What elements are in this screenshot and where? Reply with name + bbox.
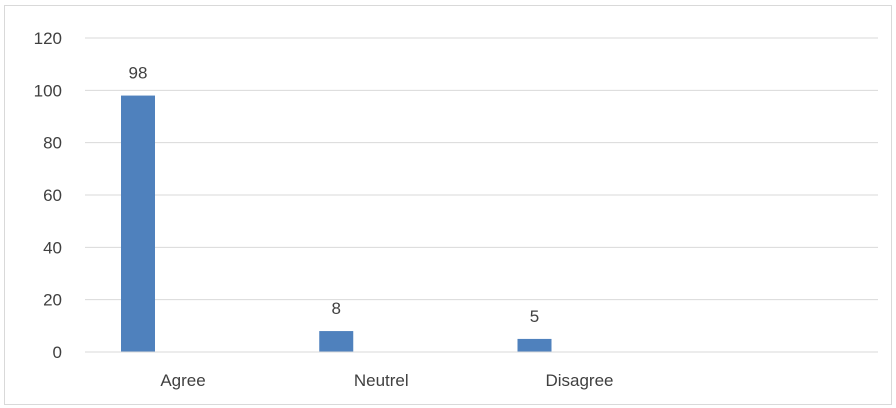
y-tick-label: 120 [34,29,62,48]
data-label: 8 [332,299,341,318]
x-category-label: Neutrel [354,371,409,390]
bar [121,95,155,353]
bar [517,338,552,352]
y-tick-label: 60 [43,186,62,205]
y-tick-label: 40 [43,238,62,257]
bar [319,331,354,352]
data-label: 98 [129,64,148,83]
y-tick-label: 20 [43,291,62,310]
data-label: 5 [530,307,539,326]
y-tick-label: 0 [53,343,62,362]
y-tick-label: 80 [43,134,62,153]
x-category-label: Agree [160,371,205,390]
x-category-label: Disagree [545,371,613,390]
y-tick-label: 100 [34,81,62,100]
